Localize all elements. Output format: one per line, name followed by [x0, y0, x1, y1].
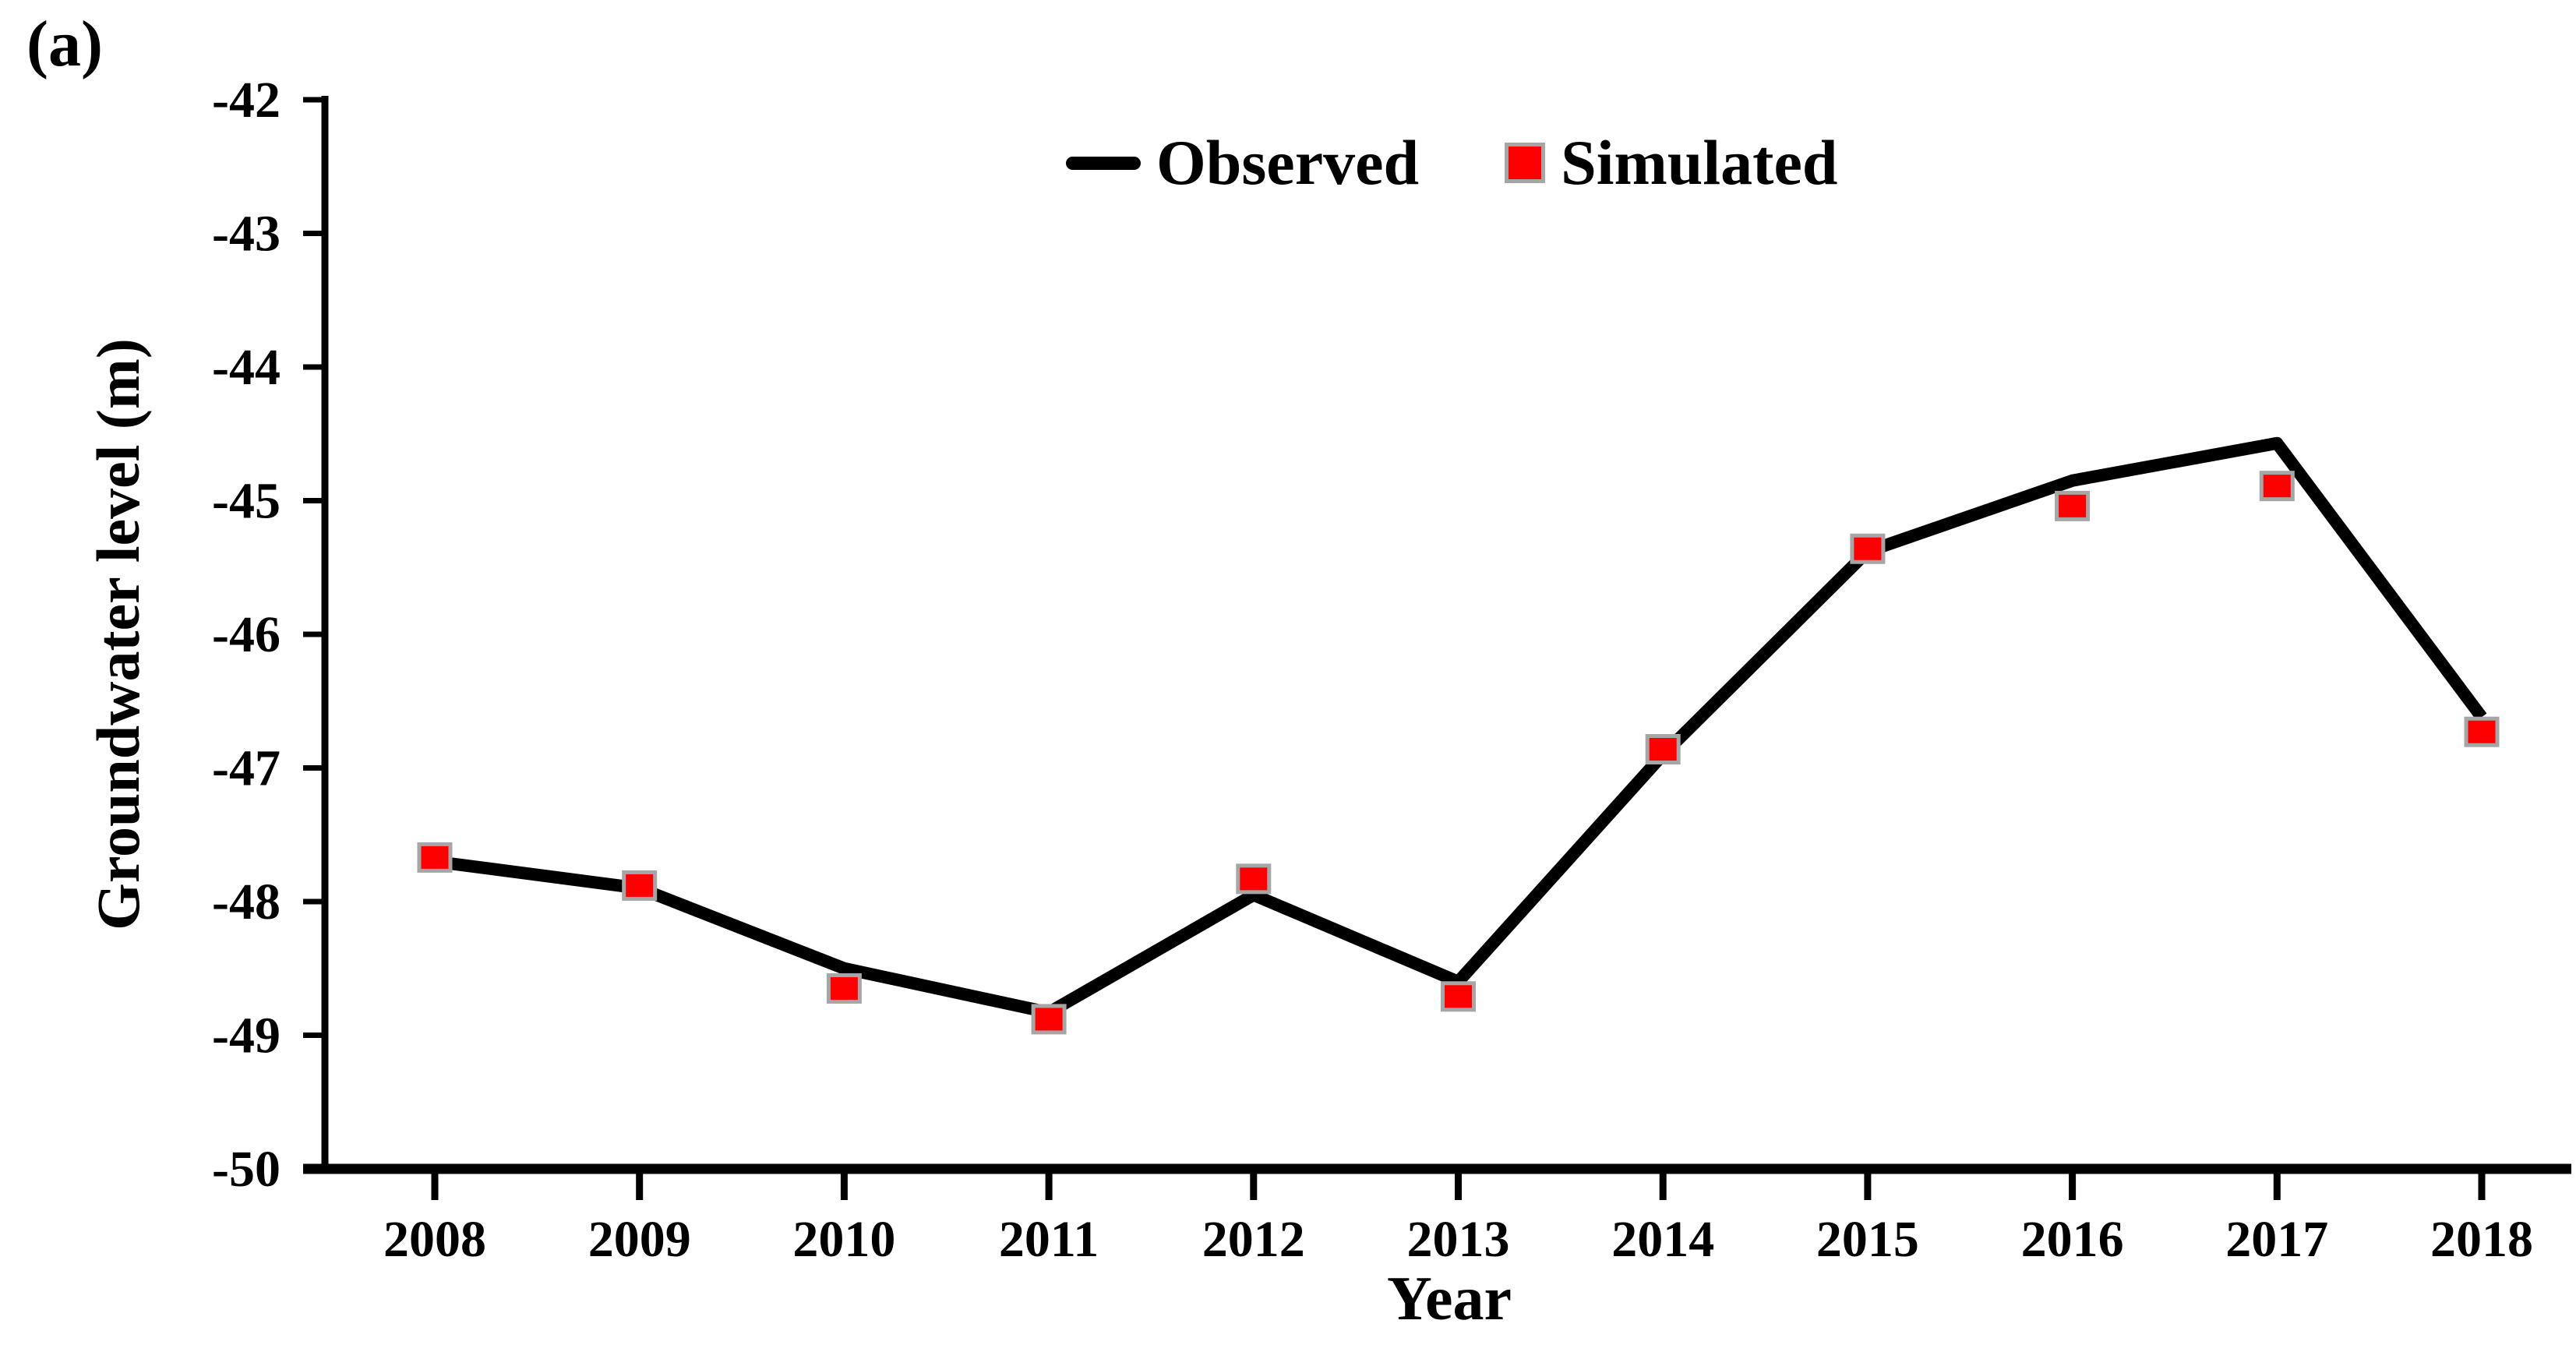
- y-tick-label: -47: [212, 740, 281, 797]
- x-tick-label: 2013: [1407, 1211, 1510, 1268]
- legend-label-observed: Observed: [1156, 127, 1420, 198]
- x-tick-label: 2011: [999, 1211, 1099, 1268]
- simulated-marker: [2055, 490, 2091, 521]
- simulated-marker-swatch: [1505, 143, 1546, 183]
- y-tick-label: -50: [212, 1141, 281, 1198]
- simulated-marker: [1645, 733, 1681, 764]
- x-axis-title: Year: [1387, 1265, 1512, 1333]
- x-tick-label: 2012: [1202, 1211, 1305, 1268]
- legend-item-simulated: Simulated: [1505, 131, 1837, 195]
- simulated-marker: [1850, 533, 1886, 564]
- simulated-marker: [417, 842, 453, 873]
- panel-label: (a): [26, 8, 103, 80]
- x-tick-label: 2014: [1611, 1211, 1714, 1268]
- legend-item-observed: Observed: [1066, 131, 1419, 195]
- simulated-marker: [1236, 863, 1272, 895]
- y-axis-title: Groundwater level (m): [84, 338, 152, 930]
- observed-line: [433, 436, 2487, 1019]
- simulated-marker: [2259, 471, 2295, 502]
- x-tick-label: 2017: [2225, 1211, 2328, 1268]
- y-tick-label: -49: [212, 1008, 281, 1064]
- simulated-marker: [1031, 1004, 1067, 1035]
- simulated-marker: [826, 973, 862, 1004]
- simulated-marker: [622, 870, 658, 901]
- x-tick-label: 2015: [1816, 1211, 1919, 1268]
- simulated-marker: [1441, 981, 1476, 1012]
- observed-line-swatch: [1066, 156, 1141, 170]
- x-tick-label: 2018: [2430, 1211, 2533, 1268]
- x-tick-label: 2010: [792, 1211, 895, 1268]
- y-tick-label: -43: [212, 206, 281, 263]
- simulated-marker: [2464, 716, 2500, 747]
- x-tick-label: 2016: [2021, 1211, 2124, 1268]
- x-tick-label: 2008: [383, 1211, 486, 1268]
- y-tick-label: -44: [212, 339, 281, 396]
- y-tick-label: -46: [212, 606, 281, 663]
- y-tick-label: -42: [212, 72, 281, 129]
- x-tick-label: 2009: [588, 1211, 691, 1268]
- y-tick-label: -45: [212, 473, 281, 530]
- chart-legend: Observed Simulated: [1066, 131, 1837, 195]
- y-tick-label: -48: [212, 874, 281, 930]
- legend-label-simulated: Simulated: [1561, 127, 1838, 198]
